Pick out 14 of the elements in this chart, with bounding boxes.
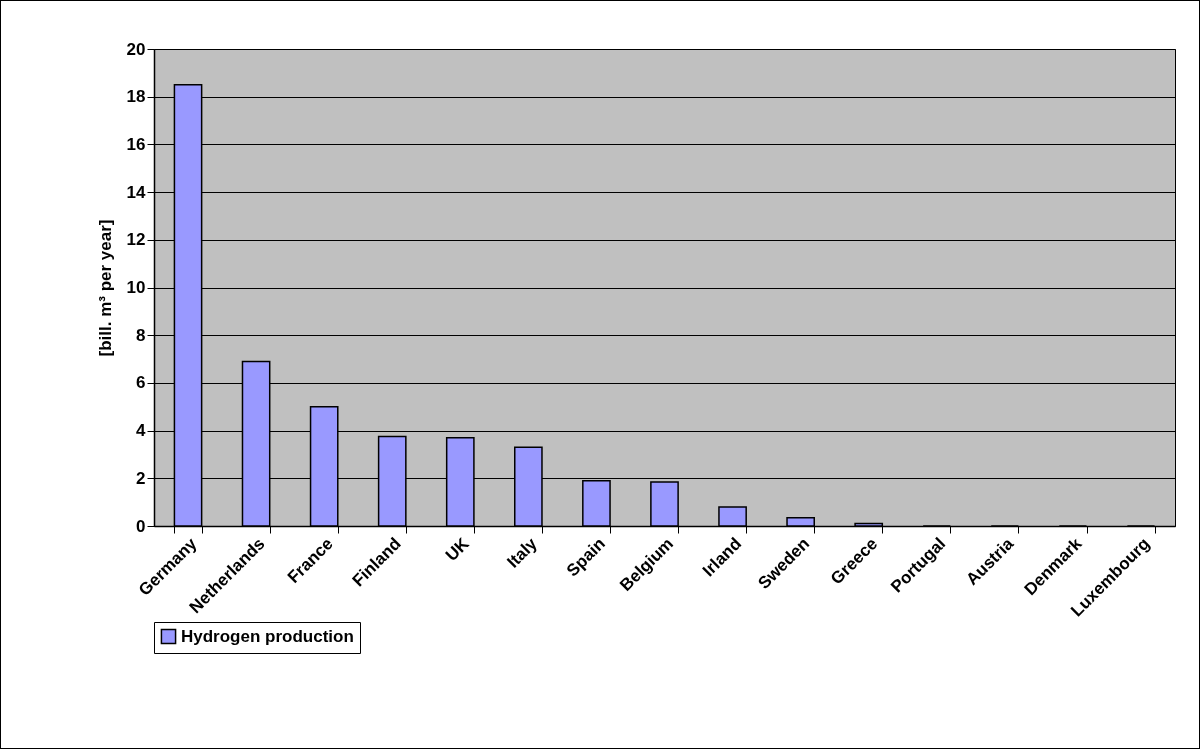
- y-tick-label: 0: [136, 516, 146, 536]
- y-tick-label: 10: [126, 278, 146, 297]
- y-tick-label: 14: [126, 182, 147, 202]
- y-tick-label: 16: [126, 134, 146, 154]
- y-tick-label: 12: [126, 230, 146, 250]
- y-tick-label: 6: [136, 373, 146, 393]
- legend-label: Hydrogen production: [181, 626, 354, 646]
- y-tick-label: 4: [136, 421, 147, 441]
- x-tick-label: UK: [442, 533, 474, 565]
- y-tick-label: 2: [136, 468, 146, 488]
- y-tick-label: 8: [136, 325, 146, 345]
- y-tick-label: 20: [126, 39, 146, 59]
- y-axis-title: [bill. m³ per year]: [95, 219, 115, 357]
- y-tick-label: 18: [126, 87, 146, 107]
